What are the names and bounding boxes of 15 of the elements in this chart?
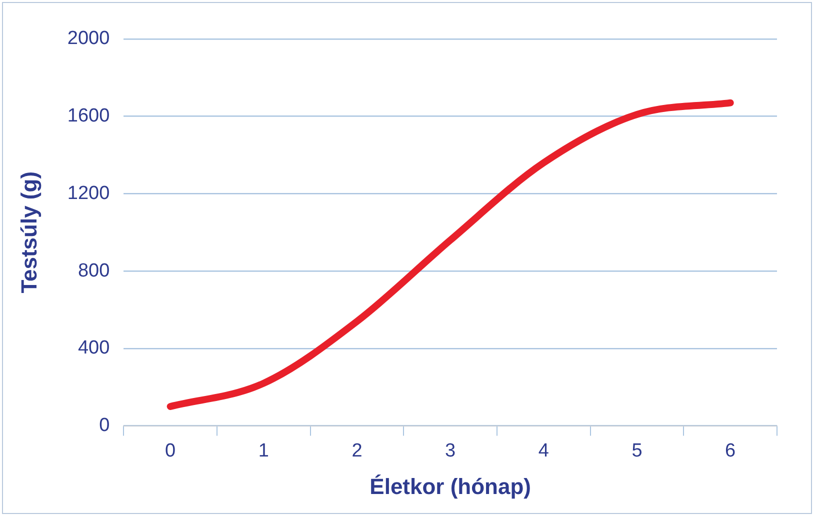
y-axis-title: Testsúly (g) xyxy=(16,171,42,294)
y-tick-label: 2000 xyxy=(67,28,110,50)
y-tick-label: 1600 xyxy=(67,106,110,127)
y-tick-label: 0 xyxy=(99,415,110,436)
x-tick-label: 0 xyxy=(165,440,176,462)
x-tick-label: 1 xyxy=(258,440,269,462)
y-tick-label: 800 xyxy=(78,260,110,282)
x-tick-label: 2 xyxy=(352,440,362,462)
x-tick-label: 4 xyxy=(538,440,550,462)
x-axis-title: Életkor (hónap) xyxy=(370,474,532,499)
x-tick-label: 6 xyxy=(725,440,736,462)
x-tick-label: 5 xyxy=(632,440,642,462)
y-tick-label: 400 xyxy=(78,338,110,359)
x-tick-label: 3 xyxy=(445,440,456,462)
y-tick-label: 1200 xyxy=(67,182,110,204)
